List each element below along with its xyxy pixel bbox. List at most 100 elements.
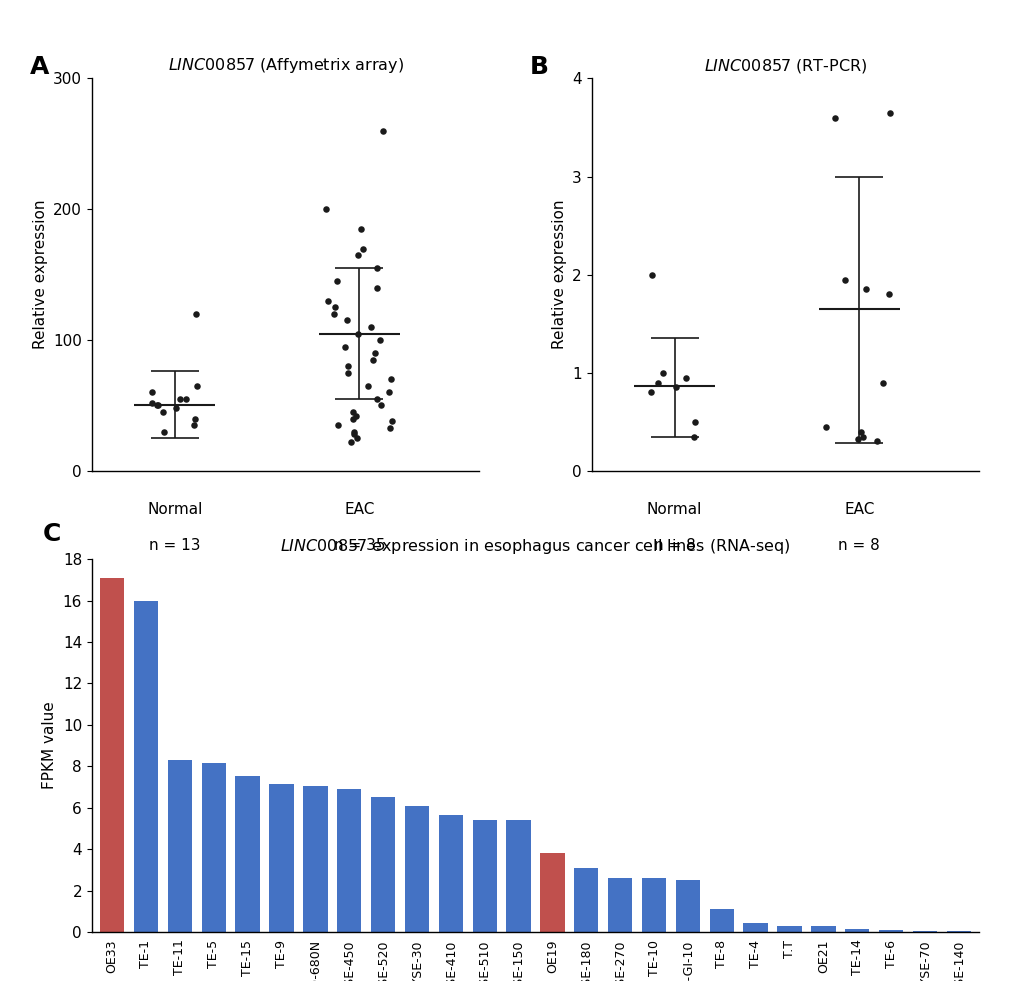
Point	[350, 326, 366, 341]
Bar	[776, 926, 801, 932]
Point	[328, 274, 344, 289]
Bar	[303, 786, 327, 932]
Text: B: B	[529, 55, 548, 78]
Point	[156, 424, 172, 439]
Point	[643, 267, 659, 283]
Point	[329, 417, 345, 433]
Text: A: A	[30, 55, 49, 78]
Bar	[743, 922, 767, 932]
Title: $\it{LINC00857}$ expression in esophagus cancer cell lines (RNA-seq): $\it{LINC00857}$ expression in esophagus…	[280, 537, 790, 556]
Text: n = 8: n = 8	[653, 538, 695, 552]
Point	[643, 385, 659, 400]
Bar	[540, 853, 565, 932]
Text: EAC: EAC	[843, 502, 873, 517]
Point	[372, 333, 388, 348]
Point	[150, 397, 166, 413]
Bar	[607, 878, 632, 932]
Point	[345, 424, 362, 439]
Y-axis label: Relative expression: Relative expression	[551, 200, 566, 349]
Point	[345, 427, 362, 442]
Point	[186, 411, 203, 427]
Point	[384, 413, 400, 429]
Point	[144, 385, 160, 400]
Point	[363, 319, 379, 335]
Point	[185, 417, 202, 433]
Point	[327, 299, 343, 315]
Bar	[202, 763, 225, 932]
Text: C: C	[43, 522, 61, 545]
Bar	[438, 815, 463, 932]
Bar	[133, 600, 158, 932]
Y-axis label: Relative expression: Relative expression	[33, 200, 48, 349]
Point	[178, 391, 195, 407]
Bar	[574, 868, 598, 932]
Point	[171, 391, 187, 407]
Point	[685, 429, 701, 444]
Point	[353, 221, 369, 236]
Point	[649, 375, 665, 390]
Bar	[505, 820, 530, 932]
Point	[654, 365, 671, 381]
Point	[325, 306, 341, 322]
Point	[339, 358, 356, 374]
Point	[144, 395, 160, 411]
Point	[319, 293, 335, 309]
Point	[678, 370, 694, 386]
Point	[187, 306, 204, 322]
Point	[383, 372, 399, 387]
Bar	[912, 931, 936, 932]
Point	[367, 345, 383, 361]
Point	[868, 434, 884, 449]
Point	[359, 378, 375, 393]
Text: Normal: Normal	[147, 502, 203, 517]
Point	[355, 240, 371, 256]
Point	[817, 419, 834, 435]
Point	[189, 378, 205, 393]
Point	[667, 380, 684, 395]
Point	[857, 282, 873, 297]
Point	[381, 385, 397, 400]
Point	[374, 123, 390, 138]
Point	[369, 260, 385, 276]
Bar	[709, 909, 734, 932]
Point	[836, 272, 852, 287]
Point	[155, 404, 171, 420]
Point	[337, 338, 354, 354]
Y-axis label: FPKM value: FPKM value	[42, 701, 57, 790]
Point	[344, 411, 361, 427]
Point	[852, 424, 868, 439]
Bar	[675, 880, 699, 932]
Title: $\it{LINC00857}$ (Affymetrix array): $\it{LINC00857}$ (Affymetrix array)	[167, 56, 404, 76]
Point	[338, 313, 355, 329]
Point	[849, 432, 865, 447]
Point	[318, 201, 334, 217]
Point	[873, 375, 890, 390]
Point	[854, 429, 870, 444]
Bar	[472, 820, 496, 932]
Point	[369, 280, 385, 295]
Bar	[269, 784, 293, 932]
Bar	[810, 926, 835, 932]
Bar	[100, 578, 124, 932]
Bar	[167, 760, 192, 932]
Point	[382, 420, 398, 436]
Bar	[641, 878, 665, 932]
Bar	[845, 929, 868, 932]
Title: $\it{LINC00857}$ (RT-PCR): $\it{LINC00857}$ (RT-PCR)	[703, 57, 866, 75]
Point	[826, 110, 843, 126]
Point	[344, 404, 361, 420]
Point	[149, 397, 165, 413]
Bar	[371, 798, 395, 932]
Text: n = 8: n = 8	[838, 538, 879, 552]
Bar	[235, 776, 260, 932]
Point	[369, 391, 385, 407]
Text: EAC: EAC	[343, 502, 374, 517]
Bar	[336, 789, 361, 932]
Point	[365, 352, 381, 368]
Point	[342, 435, 359, 450]
Point	[168, 400, 184, 416]
Point	[686, 414, 702, 430]
Point	[879, 286, 896, 302]
Text: Normal: Normal	[646, 502, 702, 517]
Text: n = 13: n = 13	[149, 538, 201, 552]
